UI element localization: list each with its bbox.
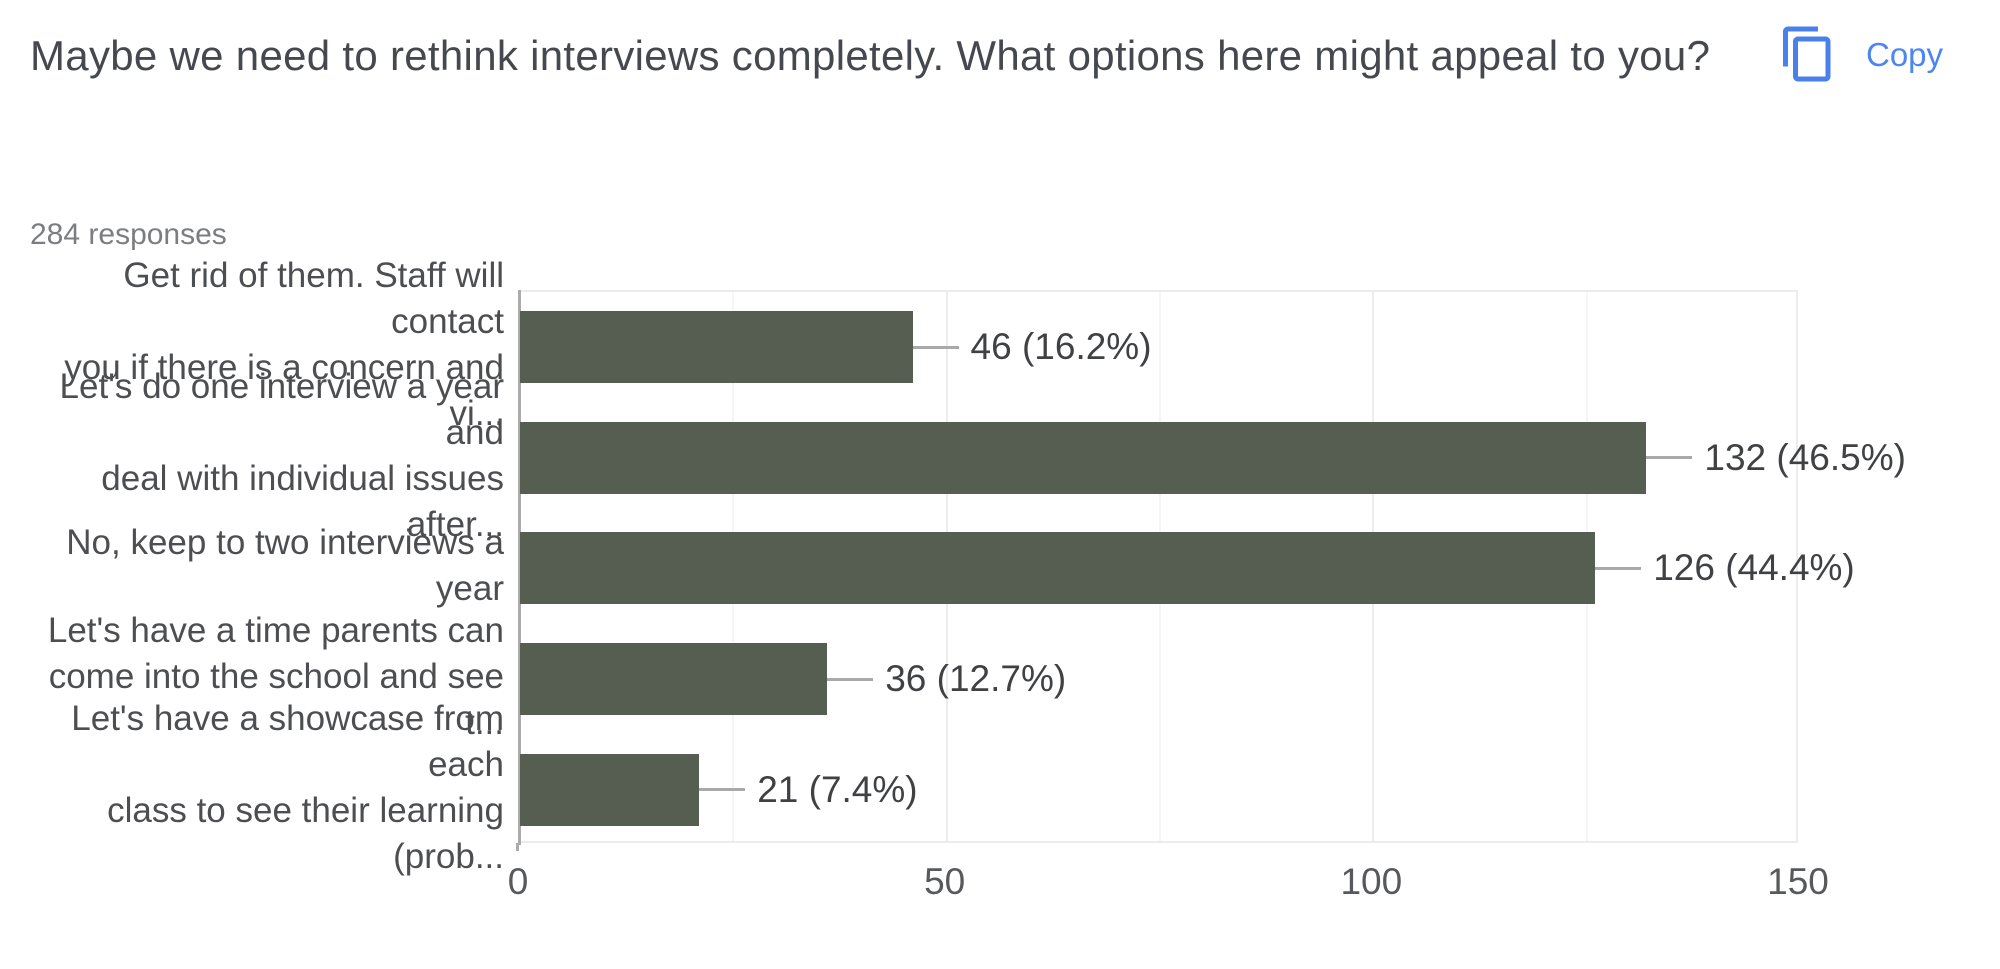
- plot-area: 46 (16.2%) 132 (46.5%) 126 (44.4%) 36 (12.7…: [518, 290, 1906, 845]
- category-label: No, keep to two interviews a year: [66, 523, 504, 609]
- bar-row: 46 (16.2%): [520, 292, 1796, 403]
- x-axis-tick-label: 0: [507, 861, 529, 902]
- bar: [520, 311, 913, 384]
- callout-line: [1595, 566, 1642, 570]
- bar-row: 21 (7.4%): [520, 734, 1796, 845]
- bar-value-label: 126 (44.4%): [1653, 547, 1855, 589]
- zero-tick-mark: [516, 843, 519, 851]
- bar-value-label: 46 (16.2%): [970, 326, 1152, 368]
- bar: [520, 643, 828, 716]
- bar-row: 126 (44.4%): [520, 513, 1855, 624]
- copy-icon: [1778, 22, 1838, 86]
- bar-value-label: 21 (7.4%): [757, 768, 918, 810]
- category-label: Let's do one interview a year and deal w…: [59, 366, 504, 544]
- x-axis-tick-label: 50: [924, 861, 966, 902]
- callout-line: [827, 677, 874, 681]
- copy-button[interactable]: Copy: [1778, 22, 1943, 86]
- x-axis-tick-label: 100: [1340, 861, 1403, 902]
- category-label: Let's have a showcase from each class to…: [71, 698, 504, 876]
- page-title: Maybe we need to rethink interviews comp…: [30, 32, 1711, 79]
- bar: [520, 421, 1647, 494]
- callout-line: [912, 345, 959, 349]
- response-count: 284 responses: [30, 218, 227, 251]
- bar: [520, 532, 1596, 605]
- bar-row: 132 (46.5%): [520, 403, 1906, 514]
- x-axis-tick-label: 150: [1767, 861, 1829, 902]
- bar-chart: Get rid of them. Staff will contact you …: [0, 256, 2000, 969]
- callout-line: [699, 788, 746, 792]
- bar: [520, 753, 700, 826]
- bar-value-label: 132 (46.5%): [1704, 436, 1906, 478]
- category-label: Let's have a time parents can come into …: [47, 611, 504, 743]
- bar-value-label: 36 (12.7%): [885, 658, 1067, 700]
- y-axis-line: [518, 290, 521, 845]
- category-label: Get rid of them. Staff will contact you …: [64, 256, 504, 434]
- callout-line: [1646, 456, 1693, 460]
- copy-button-label: Copy: [1866, 36, 1944, 73]
- bar-row: 36 (12.7%): [520, 624, 1796, 735]
